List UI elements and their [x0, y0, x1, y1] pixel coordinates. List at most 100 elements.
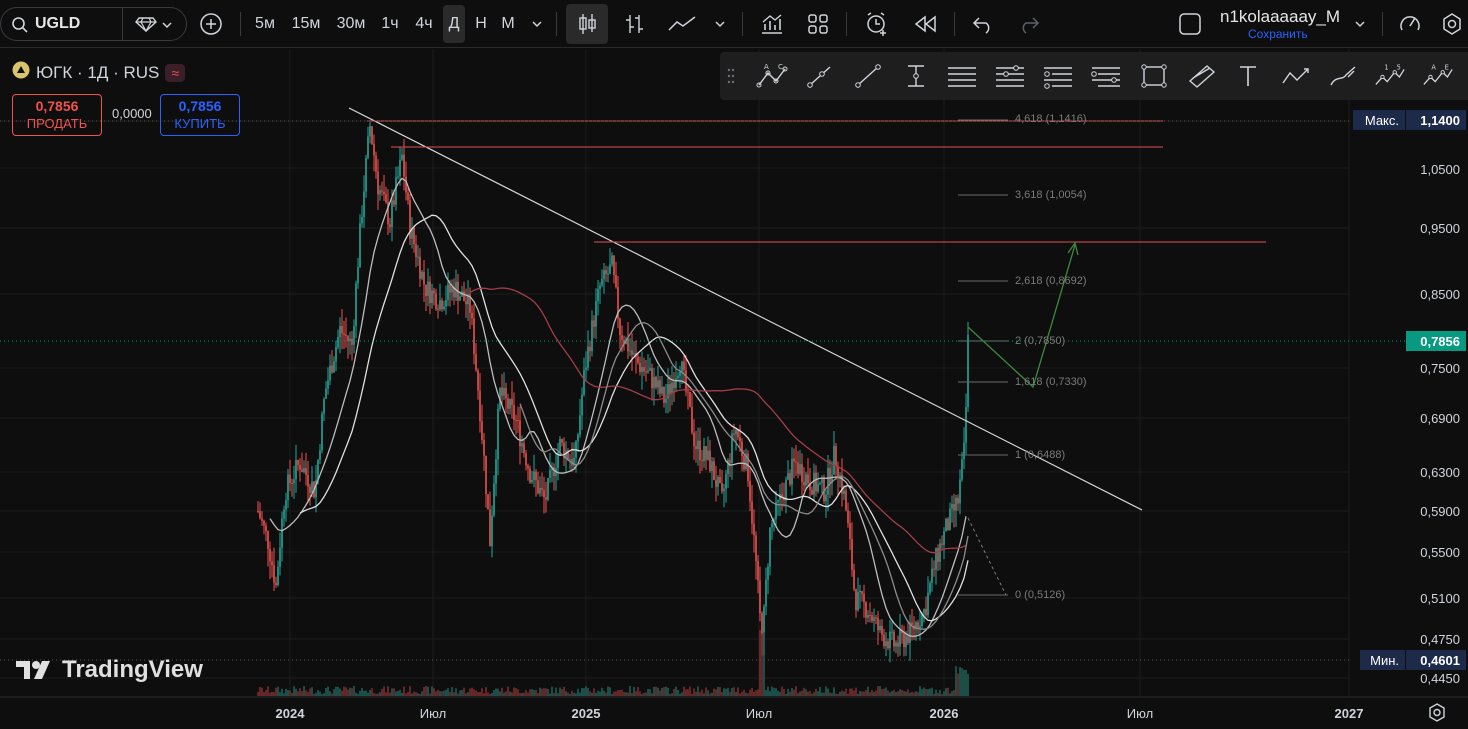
replay-button[interactable]: [908, 0, 942, 48]
volume-bar: [959, 667, 961, 696]
candle-body: [637, 356, 639, 363]
alert-button[interactable]: [860, 0, 894, 48]
user-menu-button[interactable]: [1350, 0, 1370, 48]
fib-retracement-icon[interactable]: [994, 62, 1026, 90]
max-label-badge: Макс.: [1353, 110, 1405, 130]
svg-text:E: E: [1445, 63, 1449, 71]
candle-body: [407, 192, 409, 201]
indicators-button[interactable]: [756, 0, 788, 48]
candle-body: [361, 216, 363, 224]
bar-compare-button[interactable]: [620, 0, 650, 48]
volume-bar: [781, 686, 783, 696]
candle-body: [961, 459, 963, 480]
volume-bar: [703, 693, 705, 696]
parallel-channel-icon[interactable]: [946, 62, 978, 90]
volume-bar: [915, 691, 917, 696]
timeframe-1h[interactable]: 1ч: [381, 15, 399, 32]
diamond-icon[interactable]: [135, 15, 157, 38]
ray-line-icon[interactable]: [852, 62, 884, 90]
candle-body: [849, 523, 851, 539]
chart-area[interactable]: [0, 49, 1468, 729]
layout-checkbox[interactable]: [1174, 0, 1206, 48]
volume-bar: [747, 693, 749, 696]
timeframe-month[interactable]: М: [501, 15, 515, 32]
volume-bar: [459, 690, 461, 696]
volume-bar: [657, 687, 659, 696]
volume-bar: [651, 693, 653, 696]
timeframe-30m[interactable]: 30м: [336, 15, 366, 32]
candle-body: [627, 338, 629, 352]
candle-body: [279, 547, 281, 567]
candle-body: [505, 388, 507, 399]
fib-extension-icon[interactable]: [1042, 62, 1074, 90]
indicator-toggle-icon[interactable]: ≈: [165, 63, 186, 82]
rotated-rectangle-icon[interactable]: [1186, 62, 1218, 90]
volume-bar: [589, 691, 591, 696]
chart-type-candles-button[interactable]: [566, 4, 608, 44]
timeframe-week[interactable]: Н: [475, 15, 487, 32]
candle-body: [923, 608, 925, 614]
brush-tool-icon[interactable]: [1328, 62, 1360, 90]
price-chart[interactable]: [0, 49, 1468, 729]
candle-body: [837, 465, 839, 479]
candle-body: [959, 479, 961, 504]
candle-body: [797, 462, 799, 474]
timeframe-15m[interactable]: 15м: [291, 15, 321, 32]
path-tool-icon[interactable]: [1280, 62, 1312, 90]
rectangle-icon[interactable]: [1138, 62, 1170, 90]
user-name[interactable]: n1kolaaaaay_M: [1220, 7, 1341, 26]
candle-body: [289, 474, 291, 483]
timeframe-5m[interactable]: 5м: [255, 15, 275, 32]
candle-body: [533, 471, 535, 480]
buy-button[interactable]: 0,7856 КУПИТЬ: [160, 94, 240, 136]
volume-bar: [799, 691, 801, 696]
vertical-line-icon[interactable]: [900, 62, 932, 90]
symbol-search[interactable]: UGLD: [0, 7, 187, 41]
time-axis-label: Июл: [1126, 706, 1154, 721]
timeframe-day[interactable]: Д: [443, 5, 465, 43]
indicators-more-button[interactable]: [710, 0, 730, 48]
candle-body: [283, 509, 285, 519]
add-symbol-button[interactable]: [196, 0, 226, 48]
save-label[interactable]: Сохранить: [1248, 27, 1308, 41]
drag-handle-icon[interactable]: [724, 62, 738, 90]
trend-line-icon[interactable]: [804, 62, 836, 90]
candle-body: [431, 290, 433, 304]
undo-button[interactable]: [966, 0, 1000, 48]
volume-bar: [501, 687, 503, 696]
volume-bar: [845, 688, 847, 696]
quick-search-button[interactable]: [1394, 0, 1426, 48]
candle-body: [409, 200, 411, 239]
axis-settings-button[interactable]: [1426, 702, 1448, 729]
volume-bar: [503, 692, 505, 696]
candle-body: [905, 635, 907, 648]
candle-body: [753, 523, 755, 536]
timeframe-4h[interactable]: 4ч: [415, 15, 433, 32]
layouts-button[interactable]: [802, 0, 834, 48]
volume-bar: [679, 693, 681, 696]
text-tool-icon[interactable]: [1232, 62, 1264, 90]
alarm-clock-icon: [867, 12, 886, 36]
candle-body: [847, 510, 849, 524]
volume-bar: [773, 687, 775, 696]
candle-body: [337, 337, 339, 348]
timeframe-more-button[interactable]: [527, 0, 547, 48]
symbol-ticker[interactable]: UGLD: [35, 15, 81, 32]
volume-bar: [583, 688, 585, 696]
fib-channel-icon[interactable]: [1090, 62, 1122, 90]
candle-body: [583, 369, 585, 395]
volume-bar: [617, 690, 619, 696]
candle-body: [787, 473, 789, 480]
chevron-down-icon[interactable]: [161, 18, 173, 36]
sell-button[interactable]: 0,7856 ПРОДАТЬ: [12, 94, 102, 136]
volume-bar: [521, 692, 523, 696]
candle-body: [755, 535, 757, 562]
indicators-line-button[interactable]: [664, 0, 700, 48]
candle-body: [655, 376, 657, 388]
redo-button[interactable]: [1012, 0, 1046, 48]
settings-button[interactable]: [1436, 0, 1468, 48]
candle-body: [827, 468, 829, 495]
